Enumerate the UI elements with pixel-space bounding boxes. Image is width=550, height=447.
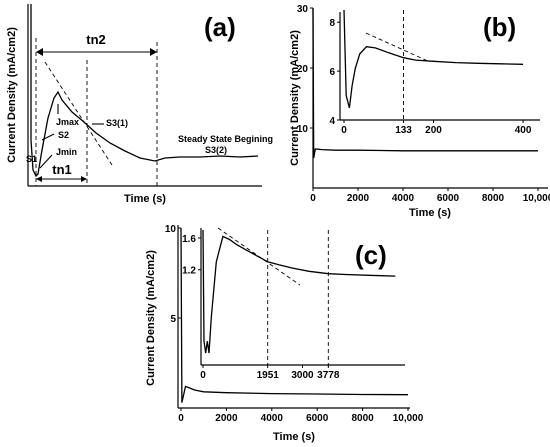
panel-c-inset-xtick-label: 0 xyxy=(200,370,206,381)
panel-a-tn2-right-head xyxy=(150,48,157,56)
panel-c-ytick-label: 10 xyxy=(165,224,177,235)
panel-b-inset-xtick-label: 200 xyxy=(425,125,442,136)
panel-a-tn1-left-head xyxy=(36,176,42,182)
panel-b-ytick-label: 20 xyxy=(297,64,309,75)
panel-c-inset-tangent xyxy=(217,227,301,286)
panel-b-ytick-label: 10 xyxy=(297,124,309,135)
panel-c-xtick-label: 4000 xyxy=(261,413,284,424)
panel-b-ytick-label: 30 xyxy=(297,4,309,15)
panel-a-jmin-pointer xyxy=(39,154,53,169)
panel-a-s2-pointer xyxy=(41,133,55,141)
panel-c-inset-curve xyxy=(202,229,396,354)
panel-a-s32-label: S3(2) xyxy=(205,145,227,155)
panel-b-xtick-label: 0 xyxy=(310,193,316,204)
panel-c: (c) Time (s) Current Density (mA/cm2) 0 2… xyxy=(145,224,424,443)
panel-a: (a) Time (s) Current Density (mA/cm2) tn… xyxy=(6,4,273,205)
panel-a-tn1-right-head xyxy=(81,176,87,182)
panel-b-xtick-label: 6000 xyxy=(437,193,460,204)
panel-b-inset-ytick-label: 6 xyxy=(329,67,335,78)
panel-b-curve xyxy=(312,7,538,159)
panel-c-curve xyxy=(180,227,409,403)
panel-a-ylabel: Current Density (mA/cm2) xyxy=(6,27,18,163)
panel-a-tn1-label: tn1 xyxy=(52,162,72,177)
panel-c-inset: 0 1951 3000 3778 1.2 1.6 xyxy=(182,227,405,381)
panel-b-inset: 0 133 200 400 4 6 8 xyxy=(329,9,540,136)
panel-b-inset-xtick-label: 0 xyxy=(341,125,347,136)
panel-c-xlabel: Time (s) xyxy=(273,431,315,443)
panel-c-inset-ytick-label: 1.6 xyxy=(182,234,196,245)
panel-c-label: (c) xyxy=(355,240,387,270)
panel-b-xtick-label: 4000 xyxy=(392,193,415,204)
panel-c-ylabel: Current Density (mA/cm2) xyxy=(145,250,157,386)
panel-c-inset-xtick-label: 1951 xyxy=(257,370,280,381)
panel-b: (b) Time (s) Current Density (mA/cm2) 0 2… xyxy=(289,4,550,219)
panel-b-xlabel: Time (s) xyxy=(409,207,451,219)
panel-b-inset-curve xyxy=(343,9,524,108)
panel-b-xtick-label: 10,000 xyxy=(523,193,550,204)
panel-c-ytick-label: 5 xyxy=(170,314,176,325)
panel-b-label: (b) xyxy=(483,12,516,42)
panel-b-inset-xtick-label: 400 xyxy=(515,125,532,136)
panel-c-inset-xtick-label: 3778 xyxy=(317,370,340,381)
panel-a-tn2-label: tn2 xyxy=(86,32,106,47)
panel-c-inset-ytick-label: 1.2 xyxy=(182,266,196,277)
panel-b-inset-xtick-label: 133 xyxy=(395,125,412,136)
panel-a-jmax-label: Jmax xyxy=(56,117,79,127)
panel-c-xtick-label: 8000 xyxy=(351,413,374,424)
panel-c-xtick-label: 6000 xyxy=(306,413,329,424)
panel-b-inset-ytick-label: 8 xyxy=(329,18,335,29)
panel-b-ylabel: Current Density (mA/cm2) xyxy=(289,30,301,166)
panel-c-xtick-label: 10,000 xyxy=(393,413,424,424)
panel-b-xtick-label: 2000 xyxy=(347,193,370,204)
panel-a-s31-label: S3(1) xyxy=(106,118,128,128)
panel-c-xtick-label: 2000 xyxy=(215,413,238,424)
panel-c-xtick-label: 0 xyxy=(178,413,184,424)
panel-a-steady-label: Steady State Begining xyxy=(178,134,273,144)
panel-b-inset-ytick-label: 4 xyxy=(329,116,335,127)
panel-a-xlabel: Time (s) xyxy=(124,193,166,205)
panel-c-inset-xtick-label: 3000 xyxy=(291,370,314,381)
panel-a-s1-label: S1 xyxy=(26,154,37,164)
panel-a-tn2-left-head xyxy=(36,48,43,56)
panel-b-inset-tangent xyxy=(365,32,431,63)
panel-a-label: (a) xyxy=(204,12,236,42)
panel-a-s2-label: S2 xyxy=(58,130,69,140)
panel-b-xtick-label: 8000 xyxy=(482,193,505,204)
panel-a-jmin-label: Jmin xyxy=(56,147,77,157)
